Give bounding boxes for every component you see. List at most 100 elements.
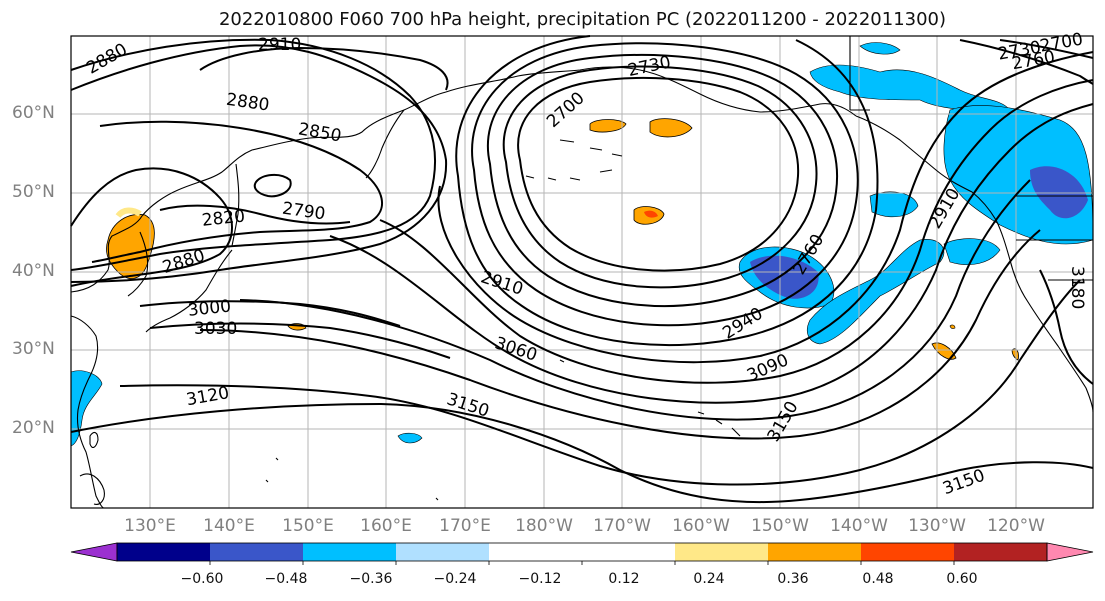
- colorbar-tick-label: −0.12: [518, 571, 562, 587]
- lon-label: 130°E: [124, 516, 176, 536]
- lat-label: 50°N: [12, 182, 55, 202]
- colorbar-extend-right: [1046, 542, 1094, 562]
- colorbar-segments: [117, 543, 1048, 561]
- colorbar-segment: [768, 543, 862, 561]
- contour-east-2: [999, 39, 1094, 59]
- precip-positive-alaska-1: [589, 119, 627, 133]
- contour-wave-3: [329, 103, 1094, 404]
- precip-negative-small: [397, 432, 423, 444]
- lon-label: 130°W: [908, 516, 966, 536]
- precip-negative-coast-core: [1030, 166, 1088, 219]
- contour-north-2: [70, 38, 436, 271]
- lon-label: 120°W: [987, 516, 1045, 536]
- coast-taiwan: [89, 431, 99, 449]
- colorbar-tick-label: 0.36: [777, 571, 809, 587]
- chart-title: 2022010800 F060 700 hPa height, precipit…: [218, 9, 947, 30]
- map-frame: [70, 35, 1094, 509]
- coast-border: [1016, 195, 1093, 281]
- lat-label: 40°N: [12, 261, 55, 281]
- lon-label: 180°W: [515, 516, 573, 536]
- coast-bc: [855, 115, 1094, 413]
- coast-asia: [70, 91, 447, 293]
- coast-islands: [265, 359, 565, 501]
- height-contours: [70, 35, 1094, 504]
- lon-label: 150°E: [282, 516, 334, 536]
- contour-north-3: [91, 120, 383, 263]
- precip-negative-pacific-4: [943, 238, 1001, 265]
- lat-label: 30°N: [12, 339, 55, 359]
- colorbar-segment: [861, 543, 955, 561]
- colorbar-tick-label: 0.48: [862, 571, 894, 587]
- contour-label: 2910: [258, 35, 301, 55]
- colorbar-tick-label: 0.24: [693, 571, 725, 587]
- contour-label: 3180: [1067, 266, 1087, 309]
- precip-positive-central-core: [644, 210, 658, 218]
- lon-label: 160°W: [672, 516, 730, 536]
- contour-label: 2820: [201, 206, 246, 230]
- coast-japan: [145, 249, 233, 333]
- contour-east-3: [1039, 269, 1094, 385]
- contour-label: 3030: [194, 319, 237, 339]
- coast-philippines: [79, 473, 105, 505]
- precip-negative-west: [70, 370, 103, 447]
- contour-3030: [149, 322, 451, 359]
- coast-kamchatka: [365, 109, 405, 179]
- precip-shading: [70, 42, 1094, 447]
- contour-low-4: [471, 42, 859, 327]
- precip-positive-dot: [949, 324, 956, 329]
- precip-positive-hawaii-e2: [1011, 348, 1019, 361]
- colorbar-segment: [117, 543, 211, 561]
- contour-3150: [70, 402, 1094, 504]
- contour-low-5: [455, 35, 879, 347]
- precip-positive-korea-halo: [115, 207, 142, 219]
- coast-korea: [127, 231, 149, 297]
- contour-closed-1: [253, 174, 292, 198]
- precip-positive-alaska-2: [649, 118, 693, 138]
- colorbar-tick-label: −0.48: [264, 571, 308, 587]
- contour-3120: [119, 279, 1081, 486]
- colorbar-tick-label: 0.60: [946, 571, 978, 587]
- colorbar: [70, 542, 1094, 565]
- colorbar-tick-label: −0.36: [349, 571, 393, 587]
- contour-3000: [139, 300, 401, 327]
- contour-label: 3000: [187, 296, 232, 320]
- contour-low-center: [517, 76, 800, 272]
- contour-wave-2: [379, 79, 1094, 384]
- lon-label: 140°W: [830, 516, 888, 536]
- lon-label: 170°E: [439, 516, 491, 536]
- colorbar-segment: [210, 543, 304, 561]
- coast-china: [70, 315, 105, 509]
- contour-low-3: [486, 54, 838, 307]
- contour-3090: [199, 229, 1041, 440]
- lat-label: 60°N: [12, 103, 55, 123]
- lon-label: 170°W: [593, 516, 651, 536]
- colorbar-extend-left: [70, 542, 118, 562]
- lon-label: 150°W: [751, 516, 809, 536]
- lon-label: 140°E: [203, 516, 255, 536]
- lon-label: 160°E: [360, 516, 412, 536]
- colorbar-segment: [396, 543, 490, 561]
- colorbar-tick-label: −0.60: [180, 571, 224, 587]
- lat-label: 20°N: [12, 418, 55, 438]
- colorbar-ticks: [209, 561, 955, 565]
- precip-negative-gulf-top: [859, 42, 901, 55]
- coast-sakhalin: [231, 163, 240, 247]
- contour-north-1: [70, 44, 448, 283]
- precip-positive-hawaii-e1: [931, 342, 957, 360]
- contour-2880-asia: [70, 167, 233, 287]
- precip-negative-pacific-2: [807, 239, 945, 345]
- contour-low-2: [502, 65, 818, 289]
- contour-3060: [239, 179, 1031, 421]
- coast-aleutians: [525, 139, 623, 181]
- contour-east-1: [959, 39, 1094, 85]
- contour-2820: [159, 204, 351, 225]
- colorbar-segment: [303, 543, 397, 561]
- contour-2910-top: [199, 46, 449, 91]
- graticule: [71, 36, 1093, 508]
- colorbar-segment: [582, 543, 676, 561]
- colorbar-segment: [675, 543, 769, 561]
- colorbar-segment: [489, 543, 583, 561]
- contour-wave-1: [437, 51, 1094, 364]
- colorbar-tick-label: 0.12: [608, 571, 640, 587]
